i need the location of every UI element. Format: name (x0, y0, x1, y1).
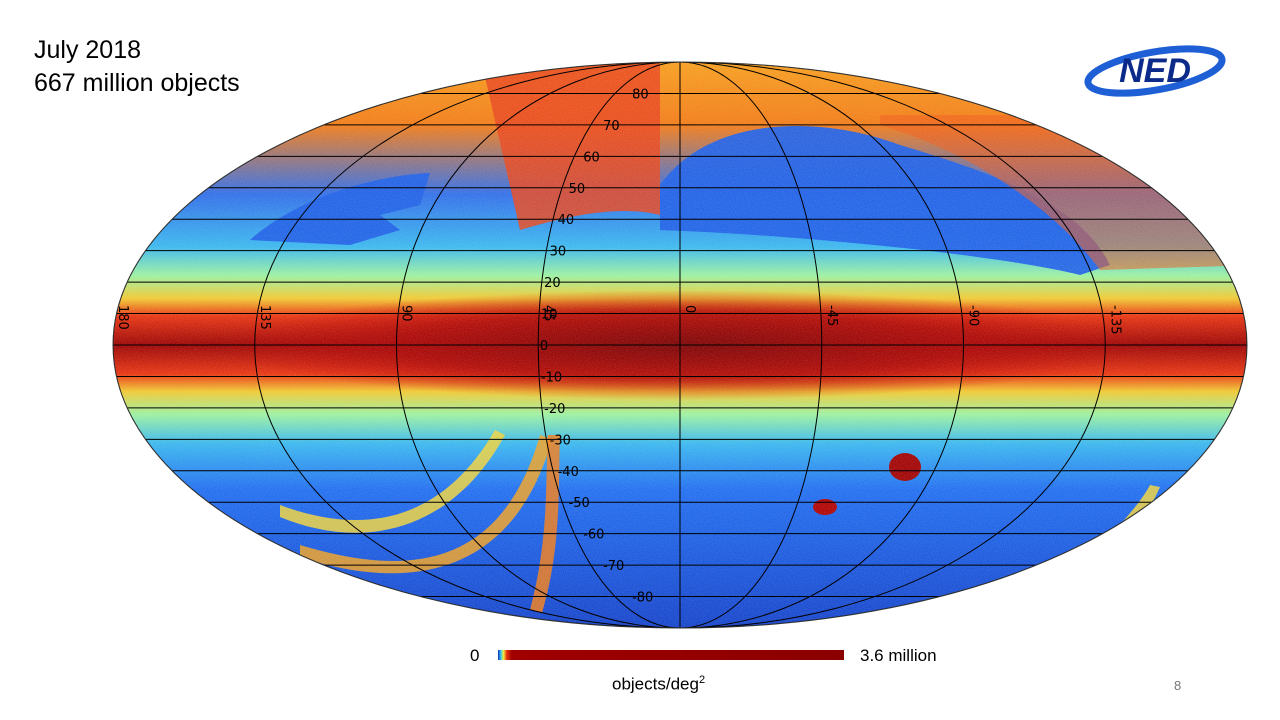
latitude-label: -10 (541, 370, 562, 385)
latitude-label: -30 (550, 433, 571, 448)
latitude-label: 30 (550, 245, 567, 260)
latitude-label: 20 (544, 276, 561, 291)
latitude-label: -40 (558, 465, 579, 480)
logo-text: NED (1119, 52, 1191, 90)
colorbar-min-label: 0 (470, 646, 480, 665)
longitude-line (396, 62, 681, 628)
slide-title: July 2018 667 million objects (34, 34, 240, 100)
latitude-label: 70 (603, 119, 620, 134)
colorbar: 0 3.6 million objects/deg2 (470, 644, 970, 704)
latitude-label: -80 (632, 591, 653, 606)
longitude-line (254, 62, 681, 628)
latitude-label: -20 (544, 402, 565, 417)
longitude-line (679, 62, 823, 628)
colorbar-gradient (498, 650, 844, 660)
latitude-label: 60 (583, 150, 600, 165)
latitude-label: 10 (541, 308, 558, 323)
latitude-label: -50 (569, 496, 590, 511)
longitude-label: 45 (540, 305, 555, 322)
longitude-line (679, 62, 1106, 628)
longitude-label: -45 (824, 305, 839, 326)
longitude-label: -135 (1107, 305, 1122, 335)
longitude-label: 180 (115, 305, 130, 330)
title-object-count: 667 million objects (34, 69, 240, 97)
latitude-label: 0 (540, 339, 548, 354)
colorbar-max-label: 3.6 million (860, 646, 937, 665)
colorbar-unit-label: objects/deg2 (612, 674, 706, 694)
longitude-label: 0 (682, 305, 697, 313)
latitude-label: -70 (603, 559, 624, 574)
slide-number: 8 (1174, 678, 1182, 693)
longitude-label: 90 (399, 305, 414, 322)
sky-density-map: 80 70 60 50 40 30 20 10 0 -10 -20 -30 -40 -50 -60 -70 -8… (112, 61, 1248, 629)
longitude-line (537, 62, 681, 628)
ned-logo-icon: NED (1084, 45, 1226, 97)
latitude-label: 50 (569, 182, 586, 197)
longitude-label: -90 (966, 305, 981, 326)
longitude-label: 135 (257, 305, 272, 330)
latitude-label: 80 (632, 87, 649, 102)
longitude-line (679, 62, 964, 628)
latitude-label: -60 (583, 528, 604, 543)
title-date: July 2018 (34, 36, 142, 64)
latitude-label: 40 (558, 213, 575, 228)
